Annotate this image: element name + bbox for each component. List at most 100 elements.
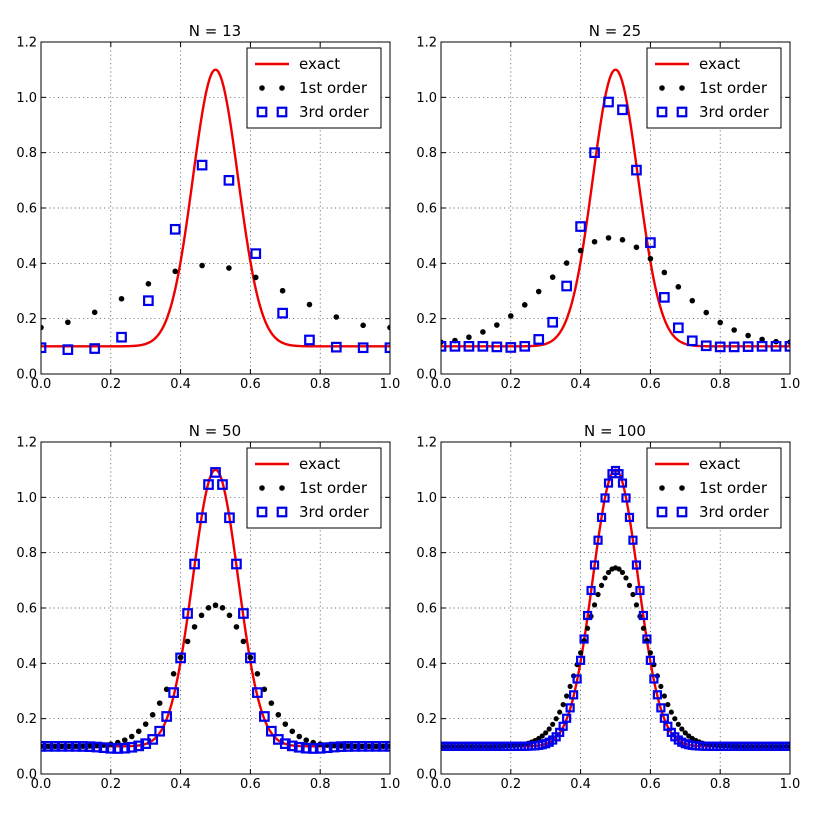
- third-order-point: [463, 340, 475, 352]
- third-order-point: [785, 741, 790, 751]
- third-order-point: [363, 740, 375, 752]
- first-order-point: [672, 716, 678, 722]
- third-order-point: [277, 307, 288, 319]
- first-order-point: [563, 260, 570, 266]
- y-tick-label: 0.2: [416, 312, 437, 327]
- third-order-point: [286, 740, 298, 752]
- first-order-point: [118, 295, 125, 302]
- third-order-point: [168, 687, 179, 698]
- first-order-point: [745, 332, 751, 339]
- third-order-point: [649, 674, 659, 684]
- third-order-point: [562, 713, 572, 723]
- first-order-point: [619, 569, 626, 576]
- first-order-point: [94, 742, 100, 749]
- subplot-title: N = 13: [189, 22, 241, 40]
- first-order-point: [591, 602, 598, 608]
- third-order-point: [449, 340, 461, 352]
- legend-first-order-swatch: [679, 85, 685, 91]
- third-order-point: [147, 734, 159, 745]
- plot-area: [441, 68, 790, 353]
- third-order-point: [784, 340, 790, 352]
- third-order-point: [143, 295, 154, 307]
- y-tick-label: 1.0: [416, 491, 437, 506]
- third-order-point: [252, 687, 263, 698]
- first-order-point: [366, 743, 372, 750]
- first-order-point: [731, 327, 737, 333]
- third-order-point: [575, 221, 586, 232]
- x-tick-label: 0.6: [240, 777, 261, 792]
- third-order-point: [635, 585, 645, 596]
- first-order-point: [275, 711, 282, 718]
- third-order-point: [210, 467, 221, 478]
- legend-label: 3rd order: [299, 503, 370, 521]
- third-order-point: [714, 341, 726, 353]
- third-order-point: [169, 223, 181, 235]
- subplot-title: N = 50: [189, 422, 241, 440]
- third-order-point: [62, 344, 74, 356]
- y-tick-label: 0.2: [416, 712, 437, 727]
- third-order-point: [196, 512, 207, 524]
- legend-label: 3rd order: [299, 103, 370, 121]
- third-order-point: [342, 741, 354, 752]
- x-tick-label: 0.2: [100, 377, 121, 392]
- third-order-point: [161, 711, 172, 722]
- third-order-point: [119, 742, 131, 754]
- legend-label: 3rd order: [699, 103, 770, 121]
- first-order-point: [66, 743, 72, 750]
- y-tick-label: 0.8: [416, 146, 437, 161]
- ticks: 0.0 0.2 0.4 0.6 0.8 1.0 0.0 0.2 0.4 0.6 0.8 1.0 1.2: [416, 436, 800, 793]
- subplot-n100: N = 100 0.0 0.2 0.4 0.6 0.8 1.00.00.20.40.60.…: [416, 422, 800, 792]
- third-order-point: [617, 104, 628, 116]
- first-order-point: [121, 737, 128, 743]
- legend-first-order-swatch: [259, 485, 265, 491]
- third-order-point: [770, 340, 782, 352]
- y-tick-label: 0.4: [16, 257, 37, 272]
- first-order-point: [550, 721, 556, 727]
- third-order-point: [477, 340, 489, 352]
- x-tick-label: 0.6: [640, 777, 661, 792]
- first-order-point: [682, 730, 688, 736]
- third-order-point: [603, 96, 614, 108]
- third-order-point: [335, 741, 347, 752]
- first-order-point: [128, 733, 135, 740]
- legend-first-order-swatch: [279, 85, 285, 91]
- x-tick-label: 0.2: [500, 377, 521, 392]
- first-order-point: [466, 334, 472, 341]
- legend: exact 1st order 3rd order: [646, 47, 782, 129]
- y-tick-label: 1.0: [16, 491, 37, 506]
- first-order-point: [619, 237, 626, 243]
- third-order-point: [642, 634, 652, 644]
- first-order-point: [630, 591, 636, 598]
- legend-third-order-swatch: [276, 506, 288, 518]
- third-order-point: [189, 558, 200, 570]
- y-tick-label: 0.0: [16, 768, 37, 783]
- plot-area: [41, 68, 390, 356]
- first-order-point: [352, 743, 358, 750]
- first-order-point: [595, 591, 601, 598]
- third-order-point: [328, 741, 340, 753]
- first-order-point: [226, 612, 233, 619]
- third-order-point: [628, 535, 638, 545]
- legend-label: exact: [299, 455, 340, 473]
- x-tick-label: 1.0: [380, 377, 401, 392]
- third-order-point: [561, 280, 572, 292]
- first-order-point: [543, 730, 549, 736]
- first-order-point: [578, 650, 584, 656]
- first-order-point: [80, 743, 86, 749]
- third-order-point: [175, 652, 186, 664]
- third-order-point: [600, 493, 610, 503]
- y-tick-label: 0.0: [416, 368, 437, 383]
- y-tick-label: 0.4: [416, 257, 437, 272]
- third-order-point: [519, 340, 531, 352]
- x-tick-label: 0.4: [170, 377, 191, 392]
- x-tick-label: 0.6: [240, 377, 261, 392]
- first-order-point: [480, 329, 486, 335]
- third-order-point: [84, 741, 96, 752]
- first-order-point: [177, 654, 184, 661]
- legend-label: 1st order: [299, 479, 368, 497]
- third-order-point: [203, 479, 214, 490]
- third-order-point: [217, 479, 228, 490]
- third-order-point: [624, 512, 635, 523]
- third-order-point: [41, 342, 47, 354]
- x-tick-label: 0.4: [570, 777, 591, 792]
